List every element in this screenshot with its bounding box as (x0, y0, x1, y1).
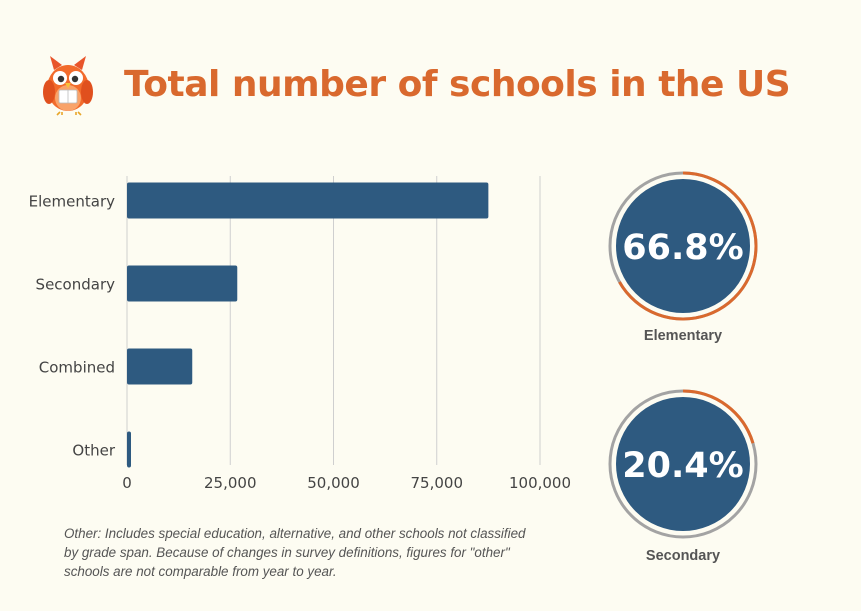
ring-percent-value: 20.4% (622, 446, 743, 486)
y-category-label: Other (72, 442, 115, 460)
y-category-label: Combined (39, 359, 115, 377)
x-tick-label: 75,000 (411, 474, 464, 492)
secondary-ring-label: Secondary (645, 548, 721, 564)
secondary-percent-ring: 20.4% (608, 389, 758, 539)
ring-progress-arc (618, 171, 758, 321)
bar-elementary (127, 182, 489, 219)
ring-progress-arc (682, 389, 755, 444)
elementary-percent-ring: 66.8% (608, 171, 758, 321)
footnote: Other: Includes special education, alter… (64, 526, 526, 579)
bar-secondary (127, 265, 238, 302)
bar-other (127, 431, 131, 468)
chart-title: Total number of schools in the US (124, 64, 791, 105)
x-tick-label: 25,000 (204, 474, 257, 492)
y-category-label: Elementary (29, 193, 115, 211)
x-tick-label: 50,000 (307, 474, 360, 492)
bar-chart: 0 25,000 50,000 75,000 100,000 Elementary Seco… (29, 176, 571, 492)
ring-center-disc (616, 179, 750, 313)
x-tick-label: 100,000 (509, 474, 571, 492)
owl-icon (43, 56, 93, 116)
x-tick-label: 0 (122, 474, 132, 492)
y-category-label: Secondary (36, 276, 116, 294)
ring-center-disc (616, 397, 750, 531)
ring-percent-value: 66.8% (622, 228, 743, 268)
elementary-ring-label: Elementary (643, 328, 723, 344)
bar-combined (127, 348, 193, 385)
